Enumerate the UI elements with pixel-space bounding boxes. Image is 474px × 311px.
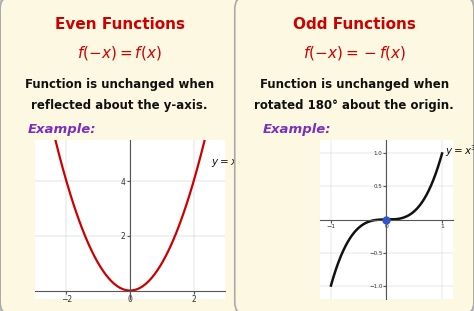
Text: Function is unchanged when: Function is unchanged when [260,78,449,91]
Text: Even Functions: Even Functions [55,17,185,32]
Text: Function is unchanged when: Function is unchanged when [25,78,214,91]
FancyBboxPatch shape [235,0,474,311]
Text: Example:: Example: [27,123,96,137]
Text: Example:: Example: [262,123,331,137]
Text: $f(-x) = f(x)$: $f(-x) = f(x)$ [77,44,162,62]
FancyBboxPatch shape [0,0,239,311]
Text: Odd Functions: Odd Functions [293,17,416,32]
Text: reflected about the y-axis.: reflected about the y-axis. [31,99,208,112]
Text: rotated 180° about the origin.: rotated 180° about the origin. [255,99,454,112]
Text: $f(-x) = -f(x)$: $f(-x) = -f(x)$ [302,44,406,62]
